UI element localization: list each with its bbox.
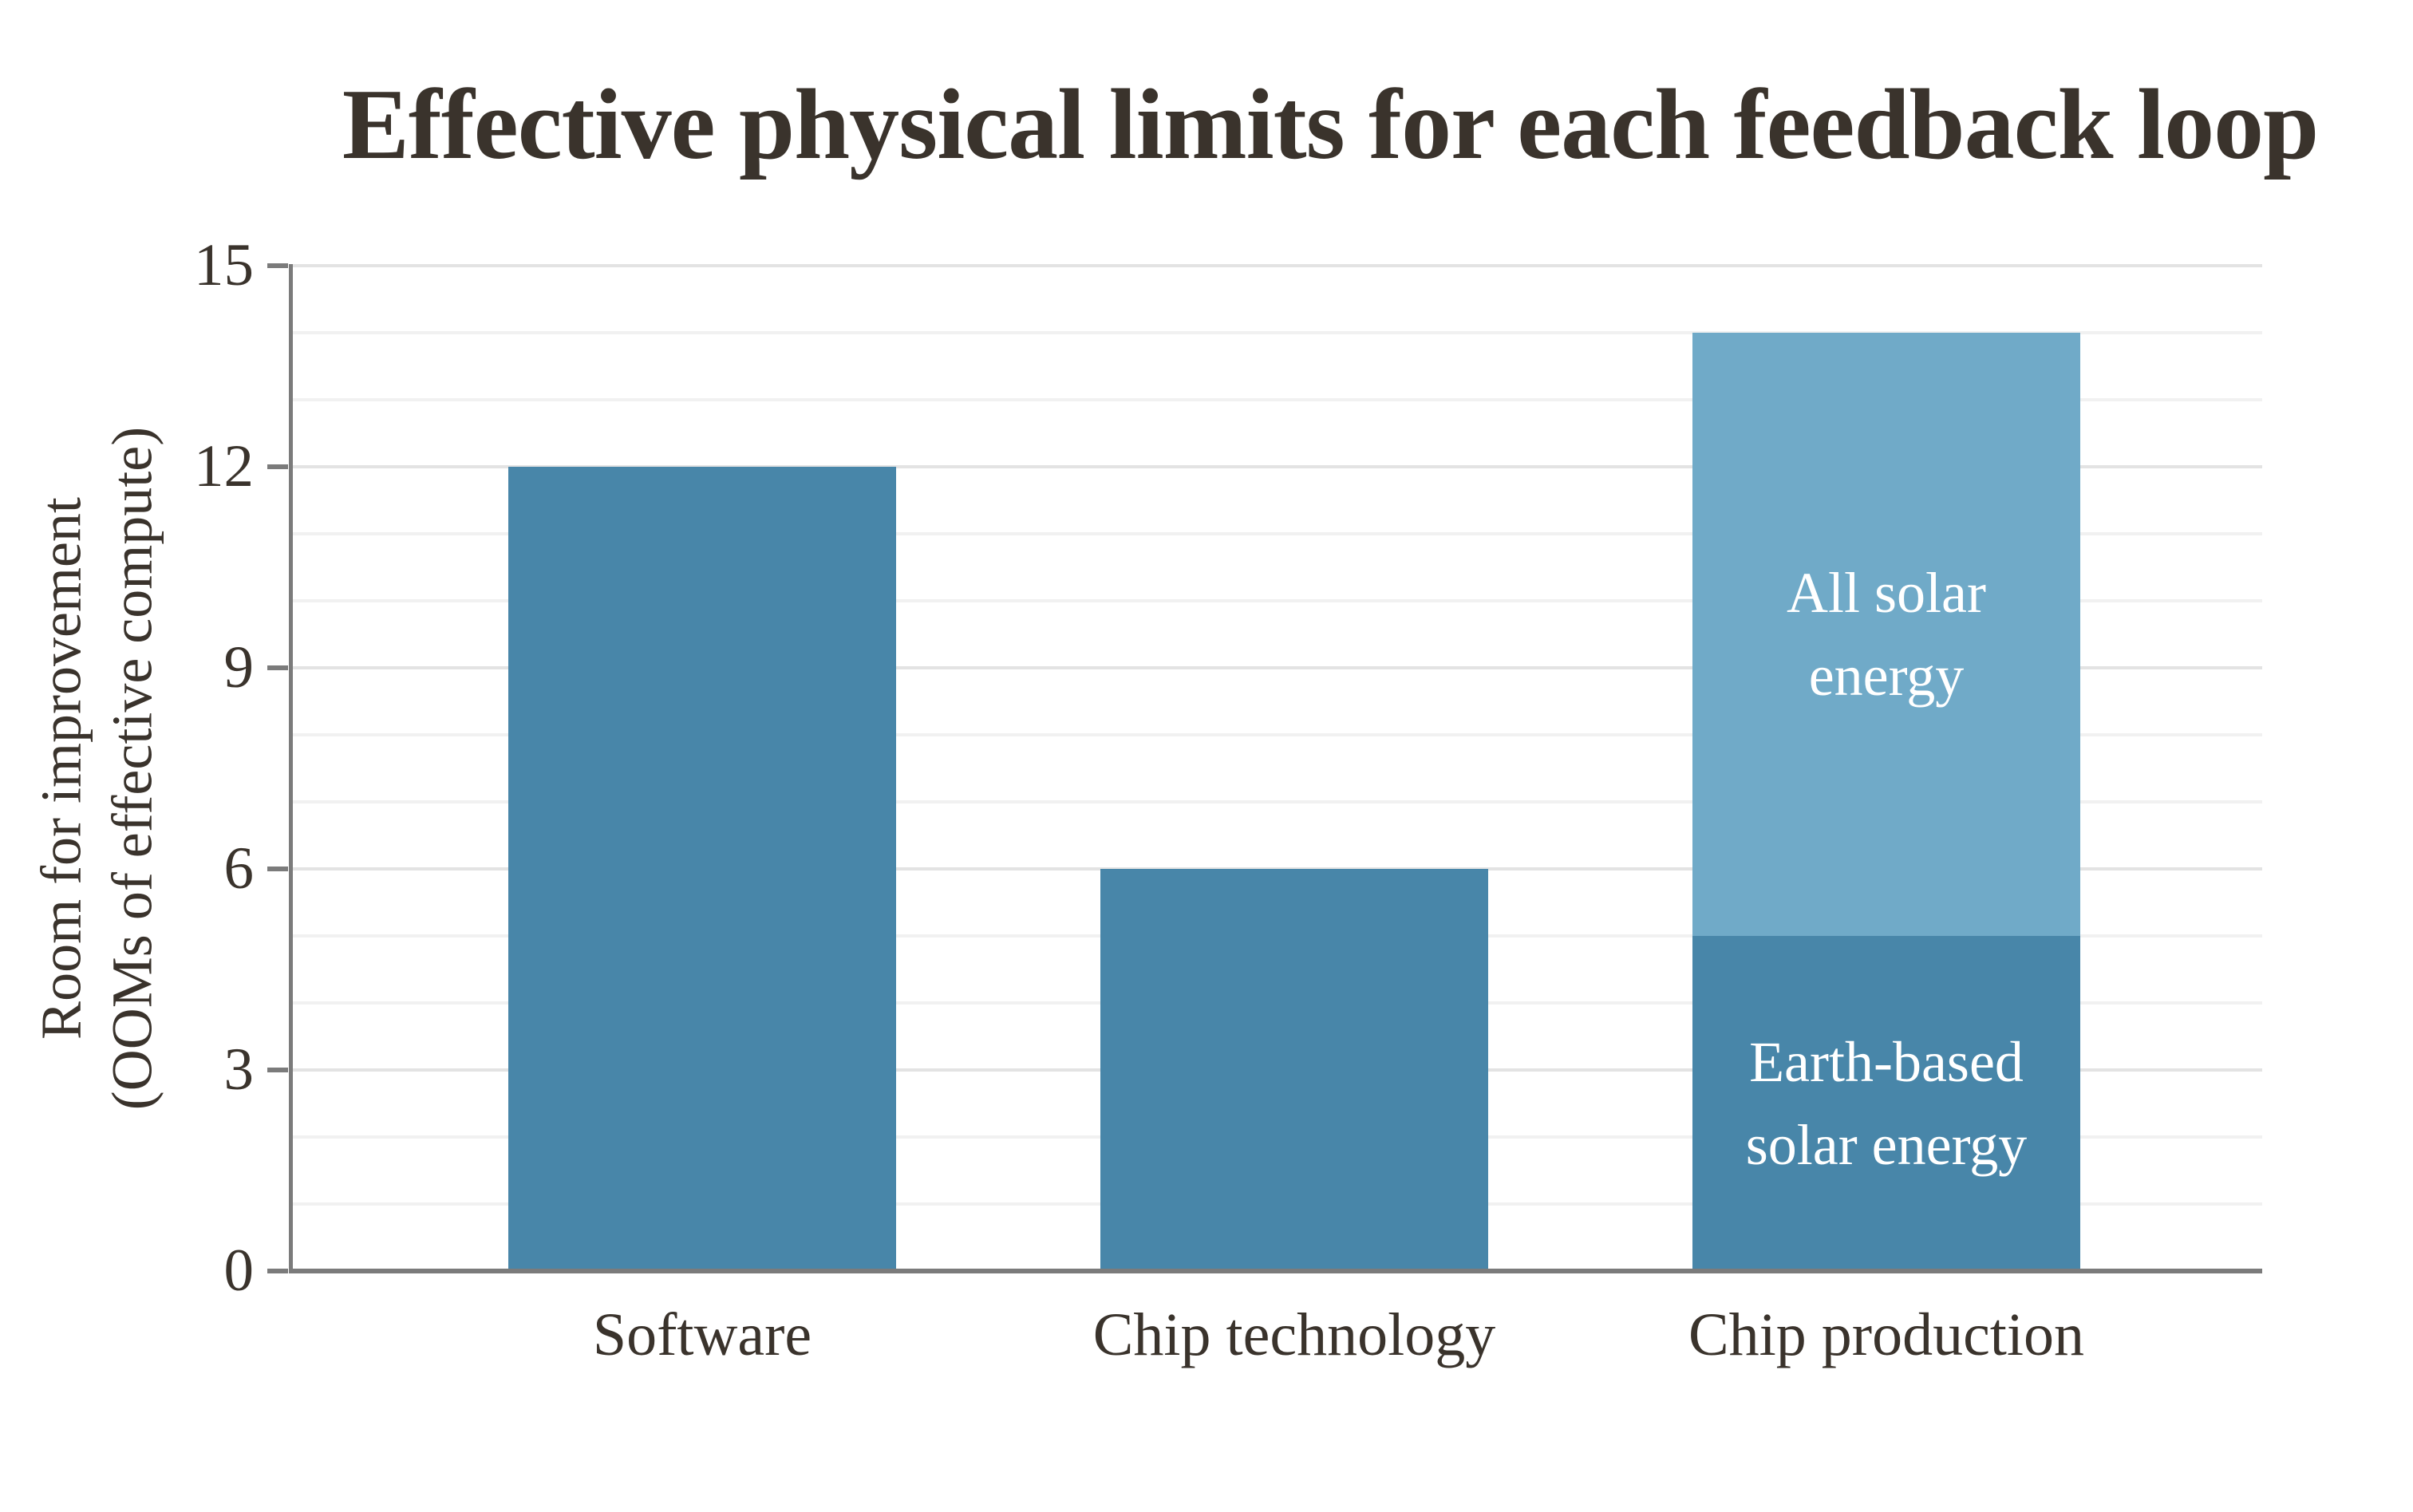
major-gridline xyxy=(292,465,2262,468)
y-tick-label-15: 15 xyxy=(194,232,254,298)
x-axis-line xyxy=(289,1269,2262,1273)
y-axis-spine xyxy=(289,264,293,1273)
y-tick-label-0: 0 xyxy=(223,1238,255,1304)
bar-segment-label-earth-based-solar-energy: Earth-based solar energy xyxy=(1745,1029,2028,1177)
y-tick-mark-9 xyxy=(267,665,288,670)
minor-gridline xyxy=(292,599,2262,602)
major-gridline xyxy=(292,264,2262,267)
y-axis-title: Room for improvement (OOMs of effective … xyxy=(29,426,164,1111)
category-label-software: Software xyxy=(592,1301,812,1368)
y-tick-mark-15 xyxy=(267,263,288,268)
y-tick-label-6: 6 xyxy=(223,835,255,902)
category-label-chip-technology: Chip technology xyxy=(1092,1301,1496,1368)
y-tick-mark-12 xyxy=(267,464,288,469)
chart-title: Effective physical limits for each feedb… xyxy=(342,69,2319,180)
minor-gridline xyxy=(292,800,2262,803)
y-tick-mark-3 xyxy=(267,1068,288,1072)
minor-gridline xyxy=(292,532,2262,535)
y-tick-mark-6 xyxy=(267,867,288,871)
minor-gridline xyxy=(292,398,2262,401)
category-label-chip-production: Chip production xyxy=(1688,1301,2085,1368)
bar-segment-chip-technology-room xyxy=(1100,869,1488,1271)
y-tick-label-9: 9 xyxy=(223,634,255,701)
minor-gridline xyxy=(292,331,2262,334)
bar-segment-label-all-solar-energy: All solar energy xyxy=(1787,560,1986,708)
minor-gridline xyxy=(292,733,2262,736)
bar-segment-all-solar-energy: All solar energy xyxy=(1692,333,2080,936)
y-tick-label-12: 12 xyxy=(194,433,254,499)
y-tick-label-3: 3 xyxy=(223,1036,255,1103)
y-tick-mark-0 xyxy=(267,1269,288,1273)
bar-segment-earth-based-solar-energy: Earth-based solar energy xyxy=(1692,936,2080,1271)
bar-segment-software-room xyxy=(508,467,896,1271)
major-gridline xyxy=(292,666,2262,669)
